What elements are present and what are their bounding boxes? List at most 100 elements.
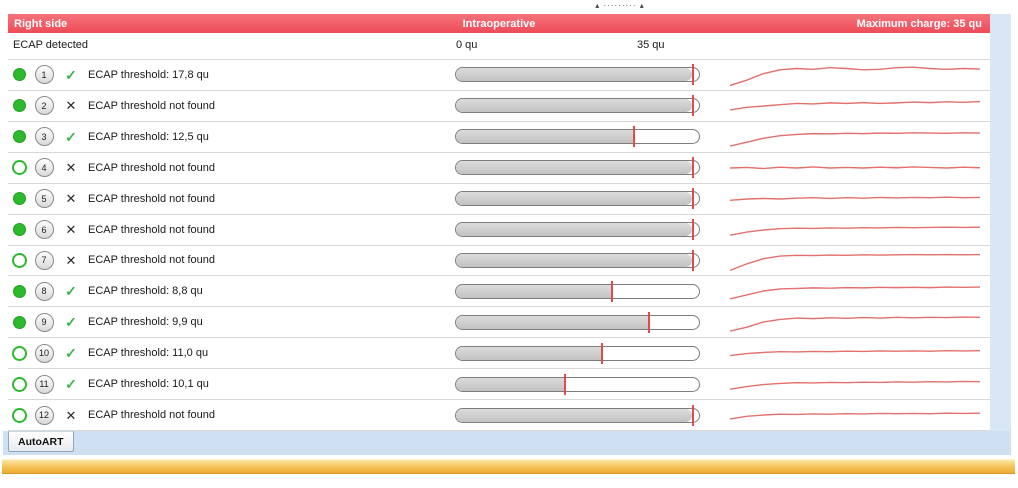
ecap-detected-cell bbox=[8, 68, 30, 82]
charge-marker bbox=[632, 126, 635, 148]
column-header-row: ECAP detected 0 qu 35 qu bbox=[8, 33, 990, 59]
electrode-number[interactable]: 5 bbox=[34, 189, 54, 209]
electrode-number[interactable]: 4 bbox=[34, 158, 54, 178]
charge-bar-track bbox=[455, 98, 700, 114]
ecap-waveform-svg bbox=[730, 309, 980, 335]
side-label: Right side bbox=[14, 17, 68, 30]
charge-marker bbox=[647, 311, 650, 333]
ecap-waveform-line bbox=[730, 167, 980, 169]
electrode-row[interactable]: 7 ✕ ECAP threshold not found bbox=[8, 245, 990, 277]
electrode-row[interactable]: 8 ✓ ECAP threshold: 8,8 qu bbox=[8, 276, 990, 308]
result-icon-cell: ✕ bbox=[58, 409, 84, 422]
charge-bar-fill bbox=[456, 346, 602, 360]
charge-bar-track bbox=[455, 345, 700, 361]
ecap-detected-dot bbox=[11, 160, 27, 176]
electrode-row[interactable]: 5 ✕ ECAP threshold not found bbox=[8, 183, 990, 215]
electrode-row[interactable]: 2 ✕ ECAP threshold not found bbox=[8, 90, 990, 122]
result-icon-cell: ✕ bbox=[58, 99, 84, 112]
ecap-waveform-svg bbox=[730, 93, 980, 119]
electrode-rows: 1 ✓ ECAP threshold: 17,8 qu 2 ✕ ECAP thr… bbox=[8, 59, 990, 432]
panel-splitter-handle[interactable]: ▴ ········· ▴ bbox=[595, 1, 645, 10]
electrode-row[interactable]: 6 ✕ ECAP threshold not found bbox=[8, 214, 990, 246]
tab-band bbox=[3, 431, 1011, 455]
electrode-number[interactable]: 11 bbox=[34, 374, 54, 394]
result-icon-cell: ✕ bbox=[58, 161, 84, 174]
ecap-detected-dot bbox=[12, 284, 26, 298]
ecap-waveform-svg bbox=[730, 62, 980, 88]
charge-bar-fill bbox=[456, 284, 612, 298]
x-icon: ✕ bbox=[65, 222, 77, 238]
charge-bar-track bbox=[455, 314, 700, 330]
charge-bar-fill bbox=[456, 99, 692, 113]
charge-bar-track bbox=[455, 252, 700, 268]
panel-header: Right side Intraoperative Maximum charge… bbox=[8, 14, 990, 33]
charge-bar-track bbox=[455, 129, 700, 145]
ecap-detected-cell bbox=[8, 284, 30, 298]
charge-bar-track bbox=[455, 160, 700, 176]
ecap-waveform bbox=[730, 309, 980, 335]
electrode-number[interactable]: 9 bbox=[34, 312, 54, 332]
ecap-waveform bbox=[730, 155, 980, 181]
ecap-waveform bbox=[730, 278, 980, 304]
ecap-waveform-line bbox=[730, 133, 980, 146]
charge-bar bbox=[455, 373, 700, 395]
threshold-label: ECAP threshold not found bbox=[88, 192, 215, 205]
ecap-waveform-svg bbox=[730, 278, 980, 304]
electrode-row[interactable]: 12 ✕ ECAP threshold not found bbox=[8, 400, 990, 432]
ecap-detected-dot bbox=[12, 68, 26, 82]
electrode-row[interactable]: 3 ✓ ECAP threshold: 12,5 qu bbox=[8, 121, 990, 153]
charge-bar bbox=[455, 64, 700, 86]
charge-marker bbox=[691, 249, 694, 271]
charge-bar-fill bbox=[456, 408, 692, 422]
electrode-row[interactable]: 11 ✓ ECAP threshold: 10,1 qu bbox=[8, 369, 990, 401]
ecap-waveform-line bbox=[730, 67, 980, 85]
charge-marker bbox=[691, 64, 694, 86]
result-icon-cell: ✕ bbox=[58, 254, 84, 267]
ecap-waveform bbox=[730, 402, 980, 428]
electrode-number[interactable]: 7 bbox=[34, 250, 54, 270]
charge-bar-track bbox=[455, 283, 700, 299]
charge-bar-fill bbox=[456, 192, 692, 206]
max-charge-label: Maximum charge: 35 qu bbox=[856, 17, 982, 30]
charge-marker bbox=[691, 95, 694, 117]
electrode-number-cell: 9 bbox=[30, 312, 58, 332]
electrode-number-cell: 5 bbox=[30, 189, 58, 209]
ecap-panel: Right side Intraoperative Maximum charge… bbox=[8, 14, 990, 432]
ecap-detected-dot bbox=[12, 99, 26, 113]
threshold-label: ECAP threshold not found bbox=[88, 223, 215, 236]
x-icon: ✕ bbox=[65, 252, 77, 268]
electrode-row[interactable]: 1 ✓ ECAP threshold: 17,8 qu bbox=[8, 60, 990, 91]
ecap-detected-cell bbox=[8, 192, 30, 206]
x-icon: ✕ bbox=[65, 160, 77, 176]
check-icon: ✓ bbox=[65, 283, 77, 300]
ecap-waveform-svg bbox=[730, 402, 980, 428]
electrode-number[interactable]: 8 bbox=[34, 281, 54, 301]
threshold-label: ECAP threshold: 17,8 qu bbox=[88, 68, 209, 81]
ecap-waveform-line bbox=[730, 288, 980, 300]
result-icon-cell: ✓ bbox=[58, 284, 84, 298]
ecap-waveform-line bbox=[730, 351, 980, 356]
charge-bar bbox=[455, 249, 700, 271]
charge-bar-track bbox=[455, 407, 700, 423]
electrode-number[interactable]: 6 bbox=[34, 220, 54, 240]
electrode-number[interactable]: 2 bbox=[34, 96, 54, 116]
check-icon: ✓ bbox=[65, 128, 77, 145]
electrode-row[interactable]: 9 ✓ ECAP threshold: 9,9 qu bbox=[8, 307, 990, 339]
threshold-label: ECAP threshold not found bbox=[88, 409, 215, 422]
electrode-number[interactable]: 12 bbox=[34, 405, 54, 425]
threshold-label: ECAP threshold: 9,9 qu bbox=[88, 316, 203, 329]
electrode-number[interactable]: 3 bbox=[34, 127, 54, 147]
result-icon-cell: ✕ bbox=[58, 192, 84, 205]
ecap-waveform bbox=[730, 371, 980, 397]
electrode-number[interactable]: 1 bbox=[34, 65, 54, 85]
charge-bar-fill bbox=[456, 253, 692, 267]
electrode-row[interactable]: 10 ✓ ECAP threshold: 11,0 qu bbox=[8, 338, 990, 370]
ecap-detected-dot bbox=[11, 345, 27, 361]
tab-autoart[interactable]: AutoART bbox=[8, 431, 74, 452]
electrode-number-cell: 12 bbox=[30, 405, 58, 425]
ecap-detected-dot bbox=[12, 192, 26, 206]
electrode-number[interactable]: 10 bbox=[34, 343, 54, 363]
electrode-row[interactable]: 4 ✕ ECAP threshold not found bbox=[8, 152, 990, 184]
axis-min-label: 0 qu bbox=[456, 39, 478, 51]
check-icon: ✓ bbox=[65, 376, 77, 393]
